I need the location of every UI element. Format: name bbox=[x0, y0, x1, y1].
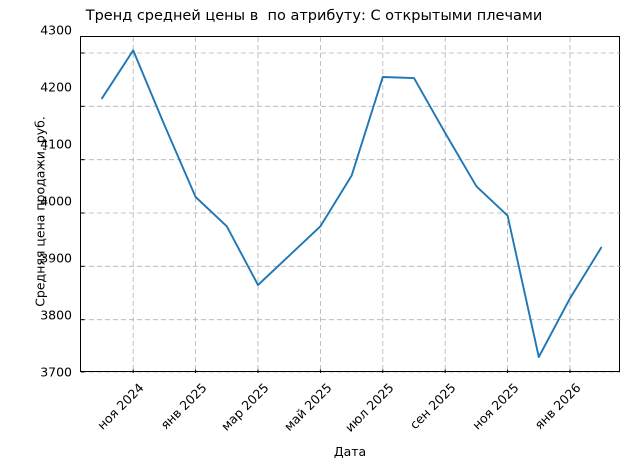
x-tick-label: мар 2025 bbox=[217, 380, 272, 434]
x-tick-label: ноя 2024 bbox=[94, 380, 147, 433]
chart-title: Тренд средней цены в по атрибуту: С откр… bbox=[85, 8, 543, 24]
x-tick-label: янв 2025 bbox=[157, 380, 210, 433]
x-tick-label: сен 2025 bbox=[406, 380, 459, 432]
y-axis-ticks bbox=[81, 52, 85, 373]
line-chart-canvas bbox=[81, 37, 621, 373]
x-tick-label: май 2025 bbox=[280, 380, 335, 434]
y-tick-label: 3700 bbox=[40, 364, 72, 380]
y-axis-label: Средняя цена продажи, руб. bbox=[32, 116, 48, 307]
x-tick-label: июл 2025 bbox=[341, 380, 397, 435]
x-tick-label: янв 2026 bbox=[531, 380, 584, 433]
horizontal-gridlines bbox=[81, 52, 621, 373]
vertical-gridlines bbox=[132, 37, 571, 373]
plot-area bbox=[80, 36, 621, 373]
x-axis-label: Дата bbox=[333, 444, 367, 459]
x-axis-ticks bbox=[132, 369, 571, 373]
price-trend-line bbox=[101, 49, 603, 358]
y-tick-label: 4300 bbox=[40, 22, 72, 38]
x-tick-label: ноя 2025 bbox=[469, 380, 522, 433]
